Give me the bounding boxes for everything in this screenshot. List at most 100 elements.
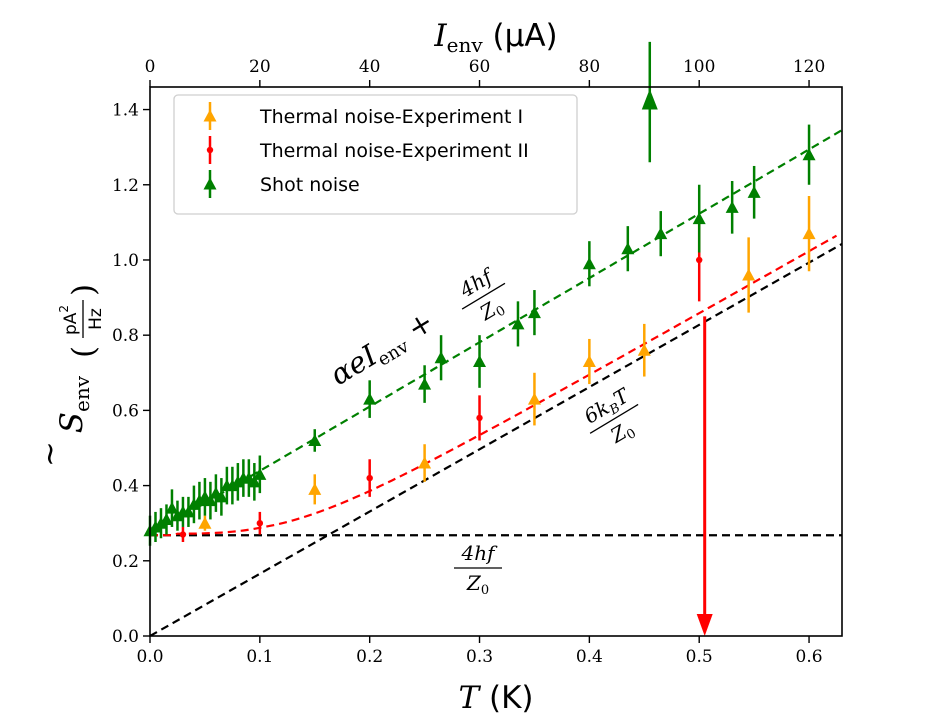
- data-point: [154, 516, 168, 529]
- data-point: [621, 242, 635, 255]
- y-unit-sup: 2: [57, 305, 71, 313]
- plot-frame: [149, 86, 843, 637]
- ann-4hf-den-z: Z: [466, 571, 482, 595]
- data-point: [308, 433, 322, 446]
- data-point: [165, 501, 179, 514]
- ann-shot-frac-num: 4hf: [455, 263, 500, 303]
- x-top-title-unit: A): [524, 18, 557, 54]
- x-axis-title-var: T: [458, 680, 481, 716]
- data-point: [181, 505, 195, 518]
- x-tick-label: 0.1: [246, 647, 273, 667]
- data-point: [159, 512, 173, 525]
- data-point: [582, 257, 596, 270]
- ann-thermal-num: 6kBT: [580, 383, 636, 432]
- outlier-arrow-up: [641, 89, 658, 110]
- data-point: [511, 317, 525, 330]
- data-point: [725, 200, 739, 213]
- x-axis-title-unit: (K): [479, 680, 533, 716]
- x-tick-label: 0.2: [356, 647, 383, 667]
- legend-box: [173, 94, 578, 215]
- y-unit-num: pA2: [57, 305, 81, 335]
- data-point: [148, 520, 162, 533]
- data-point: [198, 516, 212, 529]
- data-point: [366, 474, 373, 482]
- legend-marker: [206, 146, 214, 154]
- data-point: [179, 531, 187, 538]
- x-tick-label: 0.0: [136, 647, 163, 667]
- data-point: [802, 227, 816, 240]
- fit-curves: [150, 129, 842, 636]
- y-tick-label: 1.2: [112, 176, 139, 196]
- ann-4hf-den-sub: 0: [481, 583, 489, 598]
- legend-marker: [203, 109, 217, 122]
- y-axis-title-main: Senv: [54, 375, 94, 433]
- data-point: [308, 482, 322, 495]
- y-unit-num-text: pA: [61, 312, 81, 335]
- data-point: [654, 227, 668, 240]
- y-tick-label: 0.2: [112, 552, 139, 572]
- y-tick-label: 0.6: [112, 401, 139, 421]
- legend: Thermal noise-Experiment I Thermal noise-…: [173, 94, 578, 215]
- fit-line-6kbt-z0: [150, 242, 842, 636]
- legend-label: Shot noise: [260, 174, 360, 196]
- y-tick-label: 0.4: [112, 477, 139, 497]
- data-point: [192, 494, 206, 507]
- x-tick-label: 0.6: [796, 647, 823, 667]
- data-point: [170, 509, 184, 522]
- x-top-title-mu: (μ: [483, 18, 525, 54]
- y-tick-label: 0.0: [112, 627, 139, 647]
- x-tick-label: 0.3: [466, 647, 493, 667]
- data-point: [418, 377, 432, 390]
- data-point: [256, 519, 264, 527]
- ann-thermal-6k: 6k: [580, 395, 614, 428]
- y-tick-label: 1.0: [112, 251, 139, 271]
- data-point: [692, 212, 706, 225]
- ann-thermal-bar: [589, 403, 639, 434]
- data-point: [747, 185, 761, 198]
- series-2: [143, 41, 816, 546]
- y-title-sub: env: [70, 375, 94, 412]
- ann-4hf-num: 4hf: [460, 541, 498, 565]
- y-tick-label: 1.4: [112, 101, 139, 121]
- ann-4hf-den: Z0: [466, 571, 489, 598]
- x-top-tick-label: 0: [145, 57, 156, 77]
- y-title-var: S: [54, 412, 90, 433]
- data-point: [363, 392, 377, 405]
- data-point: [473, 355, 487, 368]
- series-0: [198, 196, 816, 531]
- data-point: [802, 148, 816, 161]
- legend-label: Thermal noise-Experiment I: [259, 106, 523, 128]
- x-top-title-sub: env: [447, 33, 484, 57]
- data-point: [434, 351, 448, 364]
- ann-shot-frac-bar: [461, 282, 506, 310]
- fit-curve-thermal: [150, 234, 838, 537]
- y-title-paren-right: ): [66, 284, 102, 296]
- x-top-title-var: I: [433, 18, 447, 54]
- data-point: [582, 355, 596, 368]
- data-point: [637, 343, 651, 356]
- x-top-tick-label: 20: [249, 57, 271, 77]
- data-point: [187, 497, 201, 510]
- legend-marker: [203, 177, 217, 190]
- y-title-tilde: ~: [32, 441, 68, 467]
- outlier-arrow-head: [696, 614, 713, 636]
- data-point: [418, 456, 432, 469]
- data-point: [214, 490, 228, 503]
- data-point: [696, 256, 703, 264]
- x-tick-label: 0.4: [576, 647, 603, 667]
- data-point: [253, 467, 267, 480]
- ann-shot-main: αeI: [324, 338, 383, 392]
- data-point: [742, 268, 756, 281]
- data-point: [476, 414, 483, 422]
- x-tick-label: 0.5: [686, 647, 713, 667]
- x-top-tick-label: 120: [793, 57, 825, 77]
- data-point: [247, 475, 261, 488]
- y-title-paren-left: (: [66, 346, 102, 358]
- x-axis-title: T (K): [458, 680, 533, 716]
- data-point: [527, 306, 541, 319]
- y-tick-label: 0.8: [112, 326, 139, 346]
- x-top-tick-label: 80: [579, 57, 601, 77]
- series-1: [179, 218, 703, 542]
